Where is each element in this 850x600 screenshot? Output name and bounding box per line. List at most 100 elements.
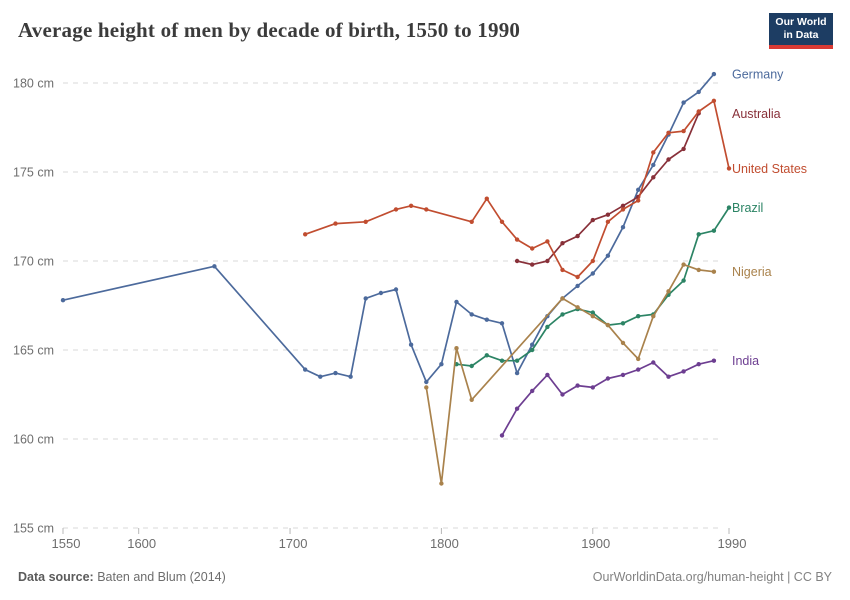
data-point-united-states-1820: [469, 219, 474, 224]
data-point-brazil-1840: [499, 358, 505, 363]
data-source-label: Data source:: [18, 570, 94, 584]
data-point-germany-1920: [620, 225, 626, 230]
data-point-united-states-1850: [514, 237, 520, 242]
data-point-brazil-1980: [711, 228, 717, 233]
data-point-germany-1650: [212, 264, 217, 269]
series-label-india[interactable]: India: [732, 354, 759, 368]
data-point-united-states-1730: [333, 221, 338, 226]
data-point-brazil-1870: [545, 324, 550, 330]
data-point-nigeria-1960: [681, 262, 686, 267]
data-point-germany-1810: [454, 299, 459, 305]
data-point-australia-1940: [651, 175, 656, 180]
data-point-nigeria-1790: [424, 385, 429, 390]
data-point-australia-1880: [560, 241, 565, 246]
data-point-germany-1790: [424, 379, 429, 385]
data-point-germany-1710: [303, 367, 308, 372]
series-label-australia[interactable]: Australia: [732, 107, 781, 121]
data-point-brazil-1920: [620, 321, 626, 326]
data-point-nigeria-1980: [711, 269, 717, 274]
data-point-nigeria-1820: [469, 397, 474, 402]
data-point-india-1980: [711, 358, 717, 363]
owid-link[interactable]: OurWorldinData.org/human-height | CC BY: [592, 570, 832, 584]
series-label-brazil[interactable]: Brazil: [732, 201, 763, 215]
data-point-germany-1860: [530, 342, 535, 347]
data-point-united-states-1840: [499, 219, 505, 224]
data-point-germany-1800: [439, 362, 444, 367]
y-axis-tick-label: 170 cm: [13, 255, 54, 269]
data-point-united-states-1960: [681, 128, 686, 134]
data-point-india-1900: [590, 385, 595, 390]
series-line-nigeria: [425, 263, 715, 485]
data-point-united-states-1890: [575, 274, 580, 280]
data-point-united-states-1710: [303, 232, 308, 237]
data-point-brazil-1930: [636, 314, 641, 319]
data-point-united-states-1780: [408, 203, 414, 208]
data-point-india-1880: [560, 392, 565, 397]
data-point-germany-1890: [575, 283, 580, 289]
y-axis-tick-label: 165 cm: [13, 344, 54, 358]
data-point-germany-1840: [499, 321, 505, 326]
data-point-india-1920: [620, 372, 626, 378]
data-point-united-states-1790: [424, 207, 429, 212]
data-point-united-states-1830: [484, 196, 489, 201]
data-point-united-states-1970: [696, 109, 701, 114]
data-point-united-states-1750: [363, 219, 368, 224]
data-point-brazil-1860: [530, 347, 535, 353]
data-point-germany-1910: [605, 253, 611, 258]
data-point-brazil-1880: [560, 312, 565, 317]
x-axis-tick-label: 1550: [52, 536, 81, 551]
data-point-nigeria-1920: [620, 340, 626, 346]
data-point-germany-1930: [636, 187, 641, 192]
owid-logo[interactable]: Our World in Data: [769, 13, 833, 49]
data-point-brazil-1830: [484, 353, 489, 358]
data-point-india-1960: [681, 369, 686, 374]
owid-logo-line1: Our World: [775, 16, 827, 29]
series-label-germany[interactable]: Germany: [732, 68, 784, 82]
series-label-nigeria[interactable]: Nigeria: [732, 265, 772, 279]
data-point-nigeria-1900: [590, 314, 595, 319]
data-point-united-states-1770: [393, 207, 399, 212]
data-point-australia-1960: [681, 146, 686, 152]
data-point-australia-1950: [666, 157, 671, 162]
data-point-nigeria-1930: [636, 356, 641, 362]
data-point-united-states-1990: [726, 166, 732, 171]
data-point-india-1950: [666, 374, 671, 379]
series-label-united-states[interactable]: United States: [732, 162, 807, 176]
data-point-germany-1760: [378, 290, 384, 296]
data-point-united-states-1870: [545, 239, 550, 244]
data-point-australia-1910: [605, 212, 611, 217]
data-point-india-1870: [545, 372, 550, 378]
data-point-nigeria-1890: [575, 305, 580, 310]
data-point-nigeria-1810: [454, 346, 459, 351]
data-point-germany-1720: [318, 374, 323, 379]
data-point-united-states-1880: [560, 267, 565, 273]
data-point-germany-1750: [363, 296, 368, 301]
data-point-australia-1850: [514, 258, 520, 264]
data-point-germany-1730: [333, 370, 338, 376]
y-axis-tick-label: 160 cm: [13, 433, 54, 447]
data-point-united-states-1860: [530, 246, 535, 251]
data-point-united-states-1920: [620, 207, 626, 212]
series-line-germany: [62, 73, 715, 383]
data-point-brazil-1990: [726, 205, 732, 210]
data-point-india-1890: [575, 383, 580, 388]
data-point-germany-1900: [590, 271, 595, 276]
data-point-united-states-1980: [711, 98, 717, 104]
data-point-brazil-1850: [514, 358, 520, 363]
data-point-nigeria-1950: [666, 289, 671, 294]
data-point-india-1840: [499, 433, 505, 438]
data-point-germany-1850: [514, 370, 520, 376]
series-line-brazil: [455, 206, 730, 367]
data-point-nigeria-1910: [605, 322, 611, 328]
data-point-india-1910: [605, 376, 611, 381]
data-point-australia-1870: [545, 258, 550, 264]
data-point-germany-1740: [348, 374, 353, 379]
data-point-germany-1970: [696, 89, 701, 95]
data-point-united-states-1940: [651, 150, 656, 155]
data-point-india-1940: [651, 360, 656, 365]
data-point-australia-1890: [575, 233, 580, 239]
data-point-nigeria-1940: [651, 314, 656, 319]
page-title: Average height of men by decade of birth…: [18, 18, 521, 42]
data-point-india-1860: [530, 388, 535, 394]
data-point-united-states-1910: [605, 219, 611, 224]
